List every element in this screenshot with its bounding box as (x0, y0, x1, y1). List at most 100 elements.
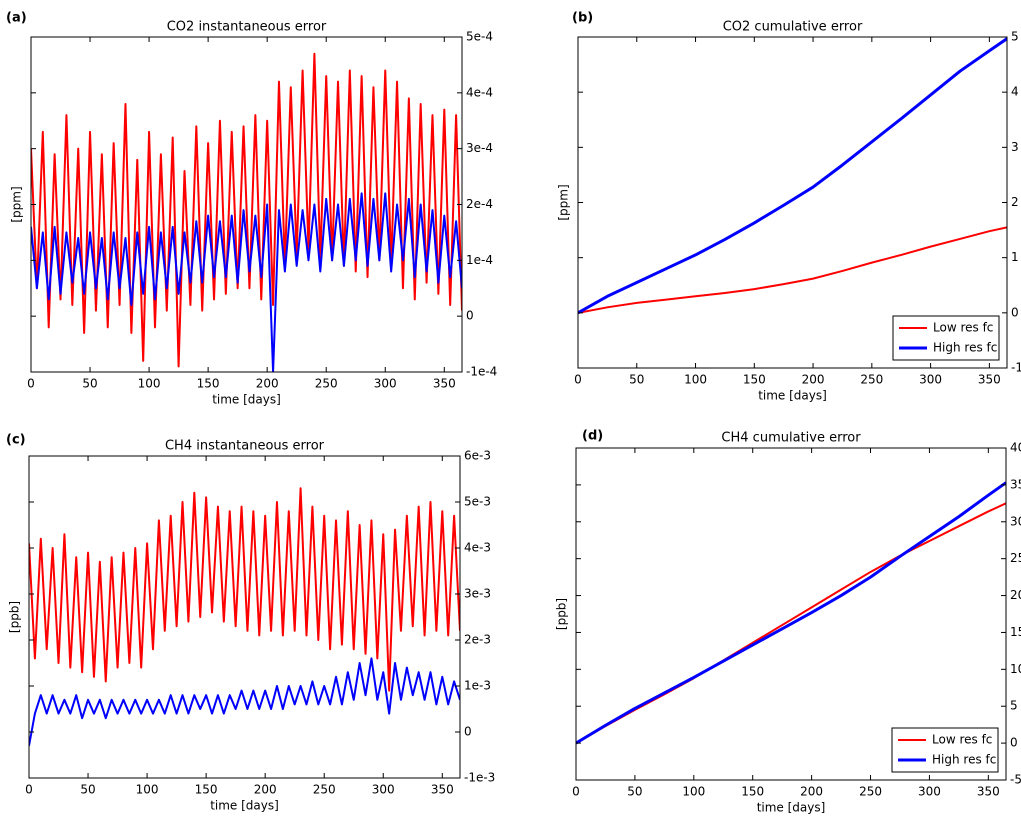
panel: (c) CH4 instantaneous error time [days] [pp… (6, 433, 495, 813)
x-tick-label: 250 (315, 377, 338, 391)
y-tick-label: 5e-4 (466, 30, 493, 44)
legend-label: High res fc (932, 753, 996, 767)
plot-lines (576, 481, 1006, 745)
x-tick-label: 350 (431, 783, 454, 797)
x-tick-label: 150 (197, 377, 220, 391)
x-tick-label: 350 (433, 377, 456, 391)
panel: (b) CO2 cumulative error time [days] [ppm] 0… (557, 11, 1021, 403)
x-tick-label: 50 (80, 783, 95, 797)
x-tick-label: 100 (138, 377, 161, 391)
x-tick-label: 350 (978, 373, 1001, 387)
series-line (578, 37, 1007, 315)
x-tick-label: 0 (574, 373, 582, 387)
y-tick-label: -5 (1010, 773, 1021, 787)
y-tick-label: 4e-4 (466, 85, 493, 99)
series-line (29, 487, 460, 692)
x-tick-label: 250 (860, 373, 883, 387)
y-tick-label: 1e-4 (466, 253, 493, 267)
x-axis-label: time [days] (757, 801, 826, 815)
y-tick-label: 4 (1011, 85, 1019, 99)
y-axis-label: [ppb] (8, 601, 22, 633)
y-axis-label: [ppm] (557, 184, 571, 220)
x-tick-label: 200 (802, 373, 825, 387)
x-tick-label: 150 (743, 373, 766, 387)
series-line (578, 226, 1007, 314)
y-tick-label: 1 (1011, 250, 1019, 264)
x-axis-label: time [days] (212, 393, 281, 407)
legend-box (892, 315, 1000, 361)
x-tick-label: 100 (682, 785, 705, 799)
x-tick-label: 100 (684, 373, 707, 387)
x-tick-label: 50 (629, 373, 644, 387)
legend-label: High res fc (933, 341, 997, 355)
y-tick-label: 30 (1010, 514, 1021, 528)
y-tick-label: 0 (466, 309, 474, 323)
y-tick-label: -1 (1011, 361, 1021, 375)
x-tick-label: 300 (918, 785, 941, 799)
series-line (576, 481, 1006, 745)
y-tick-label: 40 (1010, 441, 1021, 455)
y-tick-label: 1e-3 (464, 679, 491, 693)
plot-lines (578, 37, 1007, 315)
x-tick-label: 100 (136, 783, 159, 797)
y-tick-label: 2 (1011, 195, 1019, 209)
y-tick-label: 0 (464, 725, 472, 739)
x-tick-label: 250 (313, 783, 336, 797)
series-line (31, 192, 462, 372)
x-tick-label: 50 (627, 785, 642, 799)
series-line (31, 52, 462, 368)
chart-title: CH4 cumulative error (721, 431, 861, 446)
x-tick-label: 300 (374, 377, 397, 391)
chart-title: CH4 instantaneous error (165, 439, 325, 454)
plot-frame (575, 447, 1007, 781)
y-tick-label: 5 (1011, 30, 1019, 44)
x-axis-label: time [days] (758, 389, 827, 403)
y-tick-label: 3e-4 (466, 141, 493, 155)
x-tick-label: 300 (372, 783, 395, 797)
y-tick-label: 20 (1010, 588, 1021, 602)
plot-lines (31, 52, 462, 372)
x-tick-label: 250 (859, 785, 882, 799)
y-tick-label: 3e-3 (464, 587, 491, 601)
legend-label: Low res fc (932, 733, 992, 747)
x-tick-label: 350 (977, 785, 1000, 799)
y-tick-label: 0 (1011, 305, 1019, 319)
y-tick-label: -1e-3 (464, 771, 495, 785)
y-tick-label: 3 (1011, 140, 1019, 154)
legend-label: Low res fc (933, 321, 993, 335)
y-tick-label: 35 (1010, 477, 1021, 491)
x-tick-label: 0 (572, 785, 580, 799)
chart-title: CO2 instantaneous error (167, 20, 327, 35)
y-tick-label: 2e-4 (466, 197, 493, 211)
x-tick-label: 150 (195, 783, 218, 797)
y-tick-label: 5e-3 (464, 495, 491, 509)
panel: (d) CH4 cumulative error time [days] [ppb] 0… (555, 429, 1021, 815)
y-axis-label: [ppb] (555, 598, 569, 630)
chart-title: CO2 cumulative error (723, 20, 863, 35)
panel: (a) CO2 instantaneous error time [days] [pp… (6, 11, 497, 407)
y-tick-label: -1e-4 (466, 365, 497, 379)
x-tick-label: 200 (800, 785, 823, 799)
legend-box (891, 727, 999, 773)
x-tick-label: 0 (25, 783, 33, 797)
plot-frame (28, 455, 461, 779)
y-tick-label: 10 (1010, 662, 1021, 676)
y-tick-label: 2e-3 (464, 633, 491, 647)
x-tick-label: 200 (256, 377, 279, 391)
panel-label: (d) (582, 429, 603, 444)
x-tick-label: 300 (919, 373, 942, 387)
plot-lines (29, 487, 460, 746)
panel-label: (c) (6, 433, 26, 448)
series-line (29, 657, 460, 746)
x-tick-label: 200 (254, 783, 277, 797)
y-tick-label: 25 (1010, 551, 1021, 565)
x-tick-label: 0 (27, 377, 35, 391)
y-tick-label: 0 (1010, 736, 1018, 750)
y-tick-label: 15 (1010, 625, 1021, 639)
y-axis-label: [ppm] (10, 186, 24, 222)
x-tick-label: 50 (82, 377, 97, 391)
y-tick-label: 5 (1010, 699, 1018, 713)
x-axis-label: time [days] (210, 799, 279, 813)
panel-label: (a) (6, 11, 27, 26)
